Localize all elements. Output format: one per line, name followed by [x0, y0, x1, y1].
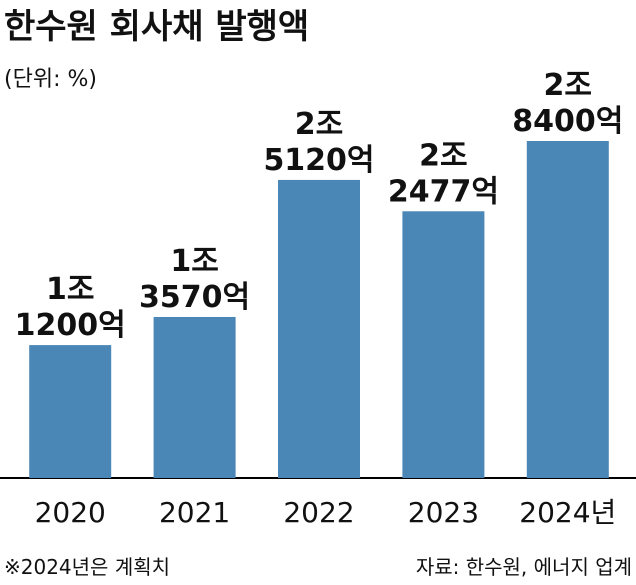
value-label: 8400억 — [512, 104, 623, 139]
value-label: 1조 — [170, 244, 218, 279]
bar — [402, 211, 485, 478]
value-label: 2477억 — [388, 174, 499, 209]
x-tick-label: 2024년 — [519, 496, 616, 529]
value-label: 2조 — [544, 68, 592, 103]
bar — [278, 179, 360, 478]
x-tick-label: 2022 — [283, 496, 354, 529]
chart-title: 한수원 회사채 발행액 — [4, 7, 309, 47]
value-label: 5120억 — [263, 143, 374, 178]
x-tick-label: 2023 — [408, 496, 479, 529]
value-label: 1200억 — [15, 308, 126, 343]
bar — [29, 345, 112, 478]
chart-subtitle: (단위: %) — [4, 67, 97, 92]
x-tick-label: 2020 — [35, 496, 106, 529]
bar — [153, 316, 236, 478]
x-tick-label: 2021 — [159, 496, 230, 529]
value-label: 2조 — [419, 138, 467, 173]
bar — [526, 141, 609, 478]
source: 자료: 한수원, 에너지 업계 — [416, 555, 632, 579]
value-label: 2조 — [295, 107, 343, 142]
value-label: 3570억 — [139, 280, 250, 315]
value-label: 1조 — [46, 272, 94, 307]
footnote: ※2024년은 계획치 — [4, 555, 170, 579]
